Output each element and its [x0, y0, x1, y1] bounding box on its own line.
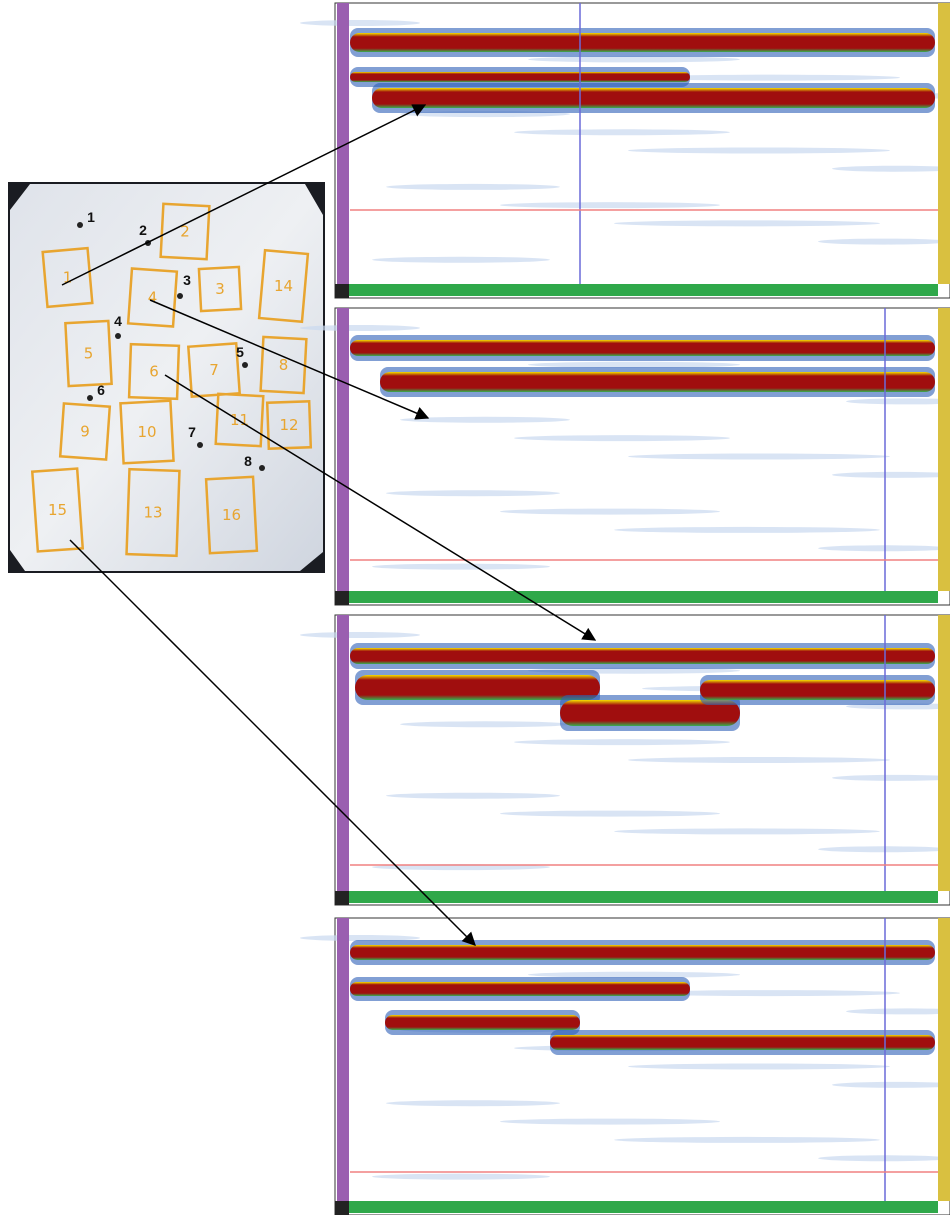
scan-texture	[386, 793, 560, 799]
point-label: 5	[236, 344, 244, 360]
scan-band	[350, 340, 935, 356]
region-label: 11	[230, 411, 249, 429]
scan-right-bar	[938, 918, 950, 1201]
scan-texture	[400, 721, 570, 727]
scan-texture	[500, 1119, 720, 1125]
region-label: 7	[209, 361, 219, 379]
region-label: 9	[80, 423, 90, 441]
scan-texture	[614, 828, 880, 834]
scan-band	[372, 88, 935, 108]
scan-texture	[500, 509, 720, 515]
scan-texture	[614, 1137, 880, 1143]
region-label: 15	[48, 501, 67, 519]
scan-corner	[335, 284, 349, 298]
scan-band	[350, 33, 935, 52]
figure: 12341456789101112151316 12345678	[0, 0, 950, 1215]
point-marker	[77, 222, 83, 228]
scan-texture	[528, 362, 740, 368]
scan-bottom-bar	[349, 591, 938, 603]
point-label: 1	[87, 209, 95, 225]
scan-bottom-bar	[349, 891, 938, 903]
scan-texture	[818, 545, 950, 551]
scan-texture	[818, 846, 950, 852]
scan-texture	[514, 739, 730, 745]
scan-texture	[628, 757, 890, 763]
scan-texture	[528, 56, 740, 62]
scan-texture	[372, 564, 550, 570]
scan-texture	[528, 972, 740, 978]
scan-texture	[386, 184, 560, 190]
scan-texture	[818, 239, 950, 245]
point-label: 4	[114, 313, 122, 329]
scan-texture	[500, 202, 720, 208]
page: 12341456789101112151316 12345678 (() => …	[0, 0, 950, 1215]
scan-band	[385, 1015, 580, 1030]
scan-band	[350, 945, 935, 960]
point-marker	[87, 395, 93, 401]
point-marker	[259, 465, 265, 471]
scan-texture	[372, 1174, 550, 1180]
scan-band	[355, 675, 600, 700]
scan-texture	[614, 220, 880, 226]
scan-left-bar	[337, 308, 349, 591]
scan-band	[350, 982, 690, 996]
point-marker	[242, 362, 248, 368]
scan-texture	[300, 20, 420, 26]
region-label: 16	[222, 506, 241, 524]
scan-right-bar	[938, 615, 950, 891]
point-label: 7	[188, 424, 196, 440]
scan-texture	[500, 811, 720, 817]
point-label: 3	[183, 272, 191, 288]
region-label: 10	[137, 423, 156, 441]
region-label: 6	[149, 363, 159, 381]
scan-texture	[300, 632, 420, 638]
point-marker	[115, 333, 121, 339]
scan-left-bar	[337, 918, 349, 1201]
region-label: 12	[279, 416, 298, 434]
region-label: 4	[148, 289, 158, 307]
scan-texture	[628, 1064, 890, 1070]
point-label: 6	[97, 382, 105, 398]
scan-band	[350, 648, 935, 664]
point-marker	[177, 293, 183, 299]
point-marker	[197, 442, 203, 448]
scan-texture	[372, 257, 550, 263]
scan-texture	[514, 129, 730, 135]
scan-texture	[614, 527, 880, 533]
scan-band	[550, 1035, 935, 1050]
scan-texture	[514, 435, 730, 441]
region-label: 14	[274, 277, 293, 295]
scan-corner	[335, 891, 349, 905]
scan-corner	[335, 591, 349, 605]
scan-right-bar	[938, 308, 950, 591]
region-label: 3	[215, 280, 225, 298]
scan-texture	[386, 1100, 560, 1106]
scan-texture	[628, 148, 890, 154]
scan-left-bar	[337, 615, 349, 891]
scan-texture	[818, 1155, 950, 1161]
scan-texture	[628, 454, 890, 460]
scan-right-bar	[938, 3, 950, 284]
scan-bottom-bar	[349, 1201, 938, 1213]
point-label: 2	[139, 222, 147, 238]
scan-bottom-bar	[349, 284, 938, 296]
scan-band	[350, 72, 690, 82]
scan-texture	[386, 490, 560, 496]
scan-texture	[300, 325, 420, 331]
scan-band	[700, 680, 935, 700]
region-label: 13	[143, 504, 162, 522]
scan-band	[380, 372, 935, 392]
region-label: 5	[84, 345, 94, 363]
point-label: 8	[244, 453, 252, 469]
scan-corner	[335, 1201, 349, 1215]
